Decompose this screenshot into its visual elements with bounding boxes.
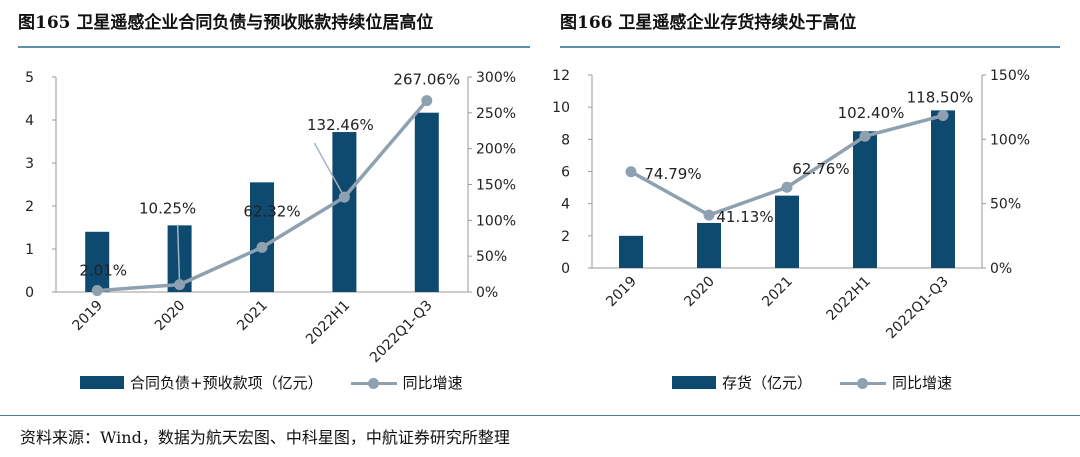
left-callout-leader	[313, 142, 346, 198]
right-y-left-tick: 2	[561, 229, 570, 245]
left-y-right-tick: 250%	[476, 106, 516, 122]
right-bar	[697, 222, 721, 268]
right-y-left-tick: 4	[561, 197, 570, 213]
right-legend-bar-swatch	[672, 376, 716, 389]
left-growth-point	[338, 191, 350, 203]
right-growth-point	[937, 110, 949, 122]
right-x-tick-label: 2022H1	[824, 274, 874, 324]
right-growth-point	[625, 166, 637, 178]
right-growth-point	[781, 181, 793, 193]
right-y-left-tick: 0	[561, 261, 570, 277]
right-growth-data-label: 102.40%	[838, 104, 905, 122]
left-bar	[85, 231, 110, 292]
right-bar	[853, 131, 877, 268]
left-y-left-tick: 1	[25, 242, 34, 258]
right-title-rule	[560, 46, 1060, 48]
left-callout-leader	[176, 224, 181, 285]
left-legend-bar-swatch	[80, 376, 124, 389]
right-y-right-tick: 100%	[990, 132, 1030, 148]
right-y-left-tick: 8	[561, 132, 570, 148]
left-y-left-tick: 5	[25, 70, 34, 86]
left-growth-data-label: 10.25%	[139, 200, 196, 218]
right-legend-line-swatch	[840, 376, 887, 390]
left-bar	[414, 112, 439, 292]
right-y-left-tick: 12	[552, 68, 570, 84]
left-y-left-tick: 4	[25, 113, 34, 129]
left-y-left-tick: 2	[25, 199, 34, 215]
source-divider	[0, 415, 1080, 416]
right-growth-point	[703, 209, 715, 221]
right-y-right-tick: 50%	[990, 197, 1021, 213]
left-growth-point	[256, 241, 268, 253]
right-y-right-tick: 0%	[990, 261, 1012, 277]
left-y-right-tick: 100%	[476, 213, 516, 229]
right-bar	[775, 195, 799, 268]
right-legend-bar-label: 存货（亿元）	[722, 374, 813, 392]
left-growth-data-label: 2.01%	[79, 262, 127, 280]
left-legend-line-swatch	[350, 376, 397, 390]
right-y-right-tick: 150%	[990, 68, 1030, 84]
left-y-left-tick: 0	[25, 285, 34, 301]
right-bar	[931, 110, 955, 268]
left-x-tick-label: 2019	[70, 298, 107, 335]
right-x-tick-label: 2019	[603, 274, 640, 311]
right-chart-title: 图166 卫星遥感企业存货持续处于高位	[560, 13, 857, 33]
left-bar	[250, 182, 274, 292]
left-title-rule	[18, 46, 530, 48]
right-y-left-tick: 6	[561, 165, 570, 181]
right-chart: 0 2 4 6 8 10 12 0% 50% 100% 150% 2019 2020 2021 2022H1…	[552, 68, 1030, 343]
right-growth-point	[859, 130, 871, 142]
left-y-right-tick: 50%	[476, 249, 507, 265]
left-growth-data-label: 132.46%	[307, 116, 374, 134]
left-x-tick-label: 2021	[234, 298, 271, 335]
right-y-left-tick: 10	[552, 100, 570, 116]
right-legend-line-label: 同比增速	[892, 374, 953, 392]
left-bar	[332, 132, 357, 292]
left-y-right-tick: 300%	[476, 70, 516, 86]
left-legend-line-label: 同比增速	[402, 374, 463, 392]
left-growth-data-label: 267.06%	[393, 71, 460, 89]
left-chart-title: 图165 卫星遥感企业合同负债与预收账款持续位居高位	[18, 13, 434, 33]
right-x-tick-label: 2022Q1-Q3	[883, 274, 952, 343]
left-x-tick-label: 2022Q1-Q3	[367, 298, 436, 367]
left-y-left-tick: 3	[25, 156, 34, 172]
right-x-tick-label: 2020	[681, 274, 718, 311]
left-growth-point	[174, 279, 186, 291]
right-growth-data-label: 41.13%	[716, 208, 773, 226]
left-y-right-tick: 150%	[476, 178, 516, 194]
right-growth-data-label: 74.79%	[644, 165, 701, 183]
right-bar	[619, 235, 643, 268]
left-x-tick-label: 2020	[152, 298, 189, 335]
right-growth-data-label: 118.50%	[907, 89, 974, 107]
source-note: 资料来源：Wind，数据为航天宏图、中科星图，中航证券研究所整理	[20, 428, 510, 447]
left-legend-bar-label: 合同负债+预收款项（亿元）	[130, 374, 323, 392]
left-x-tick-label: 2022H1	[303, 298, 353, 348]
right-legend: 存货（亿元） 同比增速	[672, 372, 952, 393]
left-growth-point	[91, 285, 103, 297]
left-growth-point	[421, 95, 433, 107]
left-growth-data-label: 62.32%	[243, 202, 300, 220]
right-x-tick-label: 2021	[759, 274, 796, 311]
right-growth-data-label: 62.76%	[792, 160, 849, 178]
left-y-right-tick: 0%	[476, 285, 498, 301]
left-y-right-tick: 200%	[476, 142, 516, 158]
left-legend: 合同负债+预收款项（亿元） 同比增速	[80, 372, 463, 393]
